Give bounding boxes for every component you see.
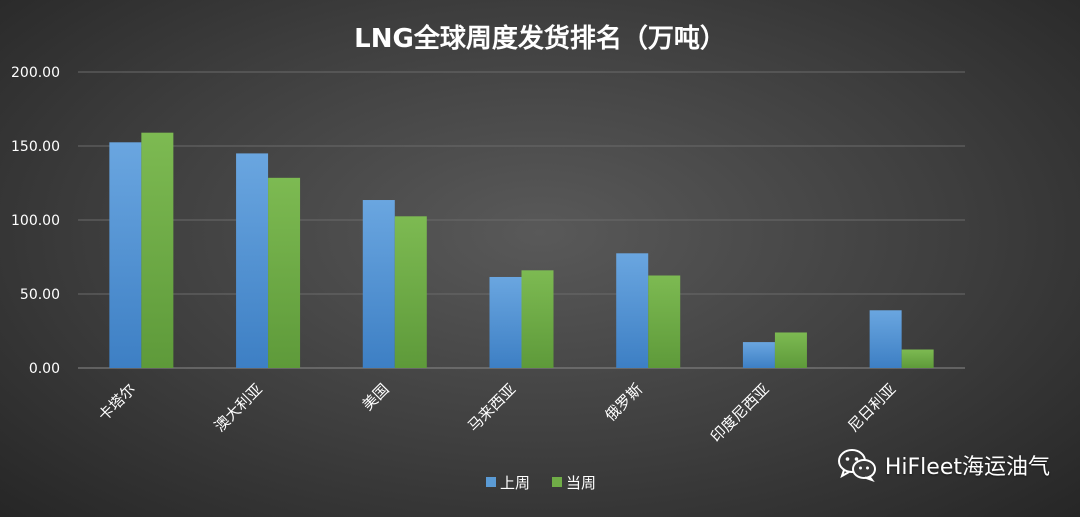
bar-this-week bbox=[901, 349, 934, 368]
watermark-text: HiFleet海运油气 bbox=[884, 455, 1050, 480]
bar-last-week bbox=[236, 153, 269, 368]
bar-this-week bbox=[394, 216, 427, 368]
bar-this-week bbox=[141, 132, 174, 368]
bar-this-week bbox=[268, 177, 301, 368]
x-tick-label: 尼日利亚 bbox=[844, 380, 899, 435]
x-tick-label: 卡塔尔 bbox=[95, 380, 140, 425]
x-tick-label: 俄罗斯 bbox=[601, 380, 646, 425]
y-tick-label: 100.00 bbox=[11, 213, 60, 229]
y-tick-label: 150.00 bbox=[11, 139, 60, 155]
wechat-icon bbox=[837, 449, 876, 482]
bar-last-week bbox=[869, 310, 902, 368]
bar-last-week bbox=[109, 142, 142, 368]
bar-this-week bbox=[521, 270, 554, 368]
bar-last-week bbox=[742, 342, 775, 368]
legend-swatch bbox=[486, 477, 496, 487]
y-tick-label: 200.00 bbox=[11, 65, 60, 81]
legend-label: 上周 bbox=[500, 474, 530, 492]
x-tick-label: 澳大利亚 bbox=[211, 380, 266, 435]
legend-label: 当周 bbox=[566, 474, 596, 492]
y-tick-label: 50.00 bbox=[20, 287, 60, 303]
x-tick-label: 美国 bbox=[359, 380, 393, 414]
watermark: HiFleet海运油气 bbox=[837, 448, 1050, 482]
chart-title: LNG全球周度发货排名（万吨） bbox=[354, 23, 726, 54]
bar-last-week bbox=[489, 276, 522, 368]
bar-last-week bbox=[362, 200, 395, 368]
y-tick-label: 0.00 bbox=[29, 361, 60, 377]
bar-last-week bbox=[616, 253, 649, 368]
bar-this-week bbox=[774, 332, 807, 368]
x-tick-label: 马来西亚 bbox=[464, 380, 519, 435]
x-tick-label: 印度尼西亚 bbox=[707, 380, 773, 446]
bar-this-week bbox=[648, 275, 681, 368]
legend-swatch bbox=[552, 477, 562, 487]
